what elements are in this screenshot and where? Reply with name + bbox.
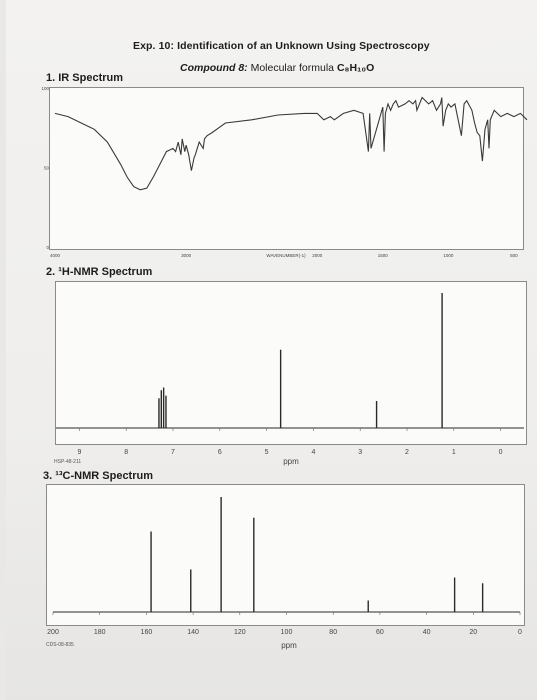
cnmr-x-tick-label: 140 [187,629,199,636]
cnmr-x-axis-label: ppm [281,641,297,650]
ir-section-label: 1. IR Spectrum [46,72,124,84]
hnmr-x-tick-label: 6 [218,449,222,456]
ir-transmittance-line [54,96,528,191]
hnmr-x-tick-label: 7 [171,449,175,456]
cnmr-x-tick-label: 40 [423,629,431,636]
compound-subtitle: Compound 8: Molecular formula C₈H₁₀O [180,62,374,74]
cnmr-section-label: 3. ¹³C-NMR Spectrum [43,470,154,482]
hnmr-x-tick-label: 2 [405,449,409,456]
ir-y-tick-label: 50 [44,166,50,171]
hnmr-x-tick-label: 1 [452,449,456,456]
cnmr-x-tick-label: 0 [518,629,522,636]
hnmr-x-tick-label: 0 [499,449,503,456]
ir-y-tick-label: 0 [46,245,49,250]
hnmr-x-tick-label: 4 [311,449,315,456]
formula-label: Molecular formula [250,62,335,74]
hnmr-plot-frame [55,281,527,445]
cnmr-x-tick-label: 120 [234,629,246,636]
cnmr-x-tick-label: 60 [376,629,384,636]
ir-x-tick-label: 1500 [378,253,389,258]
hnmr-x-tick-label: 8 [124,449,128,456]
page-title: Exp. 10: Identification of an Unknown Us… [133,40,430,52]
cnmr-x-tick-label: 80 [329,629,337,636]
compound-number: Compound 8: [180,62,248,74]
ir-x-tick-label: 3000 [181,253,192,258]
hnmr-x-axis-label: ppm [283,457,299,466]
hnmr-section-label: 2. ¹H-NMR Spectrum [46,266,153,278]
cnmr-x-tick-label: 200 [47,629,59,636]
hnmr-spectrum-chart: 9 8 7 6 5 4 3 2 1 0 ppm [56,293,524,466]
ir-x-tick-label: 1000 [443,253,454,258]
cnmr-x-tick-label: 180 [94,629,106,636]
ir-y-tick-label: 100 [41,86,49,91]
hnmr-x-tick-label: 9 [77,449,81,456]
cnmr-x-tick-label: 100 [281,629,293,636]
cnmr-code: CDS-08-835 [46,642,74,648]
cnmr-x-tick-label: 20 [469,629,477,636]
hnmr-code: HSP-48-211 [54,459,82,465]
ir-x-tick-label: 2000 [312,253,323,258]
ir-x-tick-label: 4000 [50,253,61,258]
ir-x-axis-label: WAVENUMBER(-1) [266,253,306,258]
hnmr-x-tick-label: 3 [358,449,362,456]
ir-x-tick-label: 500 [510,253,518,258]
molecular-formula: C₈H₁₀O [336,62,375,74]
hnmr-x-tick-label: 5 [265,449,269,456]
cnmr-x-tick-label: 160 [141,629,153,636]
cnmr-plot-frame [46,484,525,626]
worksheet-page: Exp. 10: Identification of an Unknown Us… [6,0,537,700]
